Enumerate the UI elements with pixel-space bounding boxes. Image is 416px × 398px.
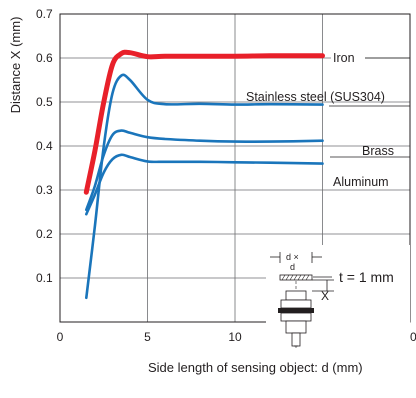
series-label-aluminum: Aluminum: [333, 175, 389, 189]
plot-frame: [59, 13, 411, 323]
sensor-nut-top: [280, 299, 312, 309]
y-tick-label: 0.1: [36, 271, 53, 285]
x-tick-label: 0: [57, 330, 64, 344]
label-aluminum: Aluminum: [333, 175, 389, 189]
y-axis-label: Distance X (mm): [8, 17, 23, 114]
y-axis-ticks: 0.1 0.2 0.3 0.4 0.5 0.6 0.7: [36, 7, 53, 285]
series-label-brass: Brass: [362, 144, 394, 158]
label-stainless: Stainless steel (SUS304): [246, 90, 410, 107]
series-line-brass: [85, 129, 324, 212]
y-tick-label: 0.5: [36, 95, 53, 109]
y-tick-label: 0.6: [36, 51, 53, 65]
x-axis-label: Side length of sensing object: d (mm): [148, 360, 363, 375]
sensor-inset-diagram: d × d t = 1 mm X: [266, 245, 410, 355]
sensor-body: [285, 320, 307, 334]
sensor-head: [285, 290, 307, 301]
y-tick-label: 0.3: [36, 183, 53, 197]
y-tick-label: 0.7: [36, 7, 53, 21]
thickness-annotation: t = 1 mm: [339, 269, 394, 285]
sensor-mount-plate: [278, 308, 314, 313]
inset-label-x: X: [321, 289, 329, 303]
label-brass: Brass: [330, 144, 410, 158]
series-label-stainless: Stainless steel (SUS304): [246, 90, 385, 104]
y-tick-label: 0.4: [36, 139, 53, 153]
series-lines: [83, 49, 325, 300]
target-plate-hatch: [281, 274, 310, 281]
y-tick-label: 0.2: [36, 227, 53, 241]
x-tick-label: 10: [228, 330, 242, 344]
series-label-iron: Iron: [333, 51, 355, 65]
series-line-aluminum: [85, 153, 324, 216]
series-line-iron: [83, 49, 325, 195]
label-bg-iron: [331, 50, 365, 65]
inset-label-d-top: d ×: [286, 252, 299, 262]
sensor-nut-bottom: [280, 312, 312, 322]
x-tick-label: 5: [144, 330, 151, 344]
label-iron: Iron: [331, 50, 410, 65]
sensor-cable: [291, 332, 301, 347]
target-plate: [279, 274, 313, 281]
inset-label-d-bottom: d: [290, 262, 295, 272]
